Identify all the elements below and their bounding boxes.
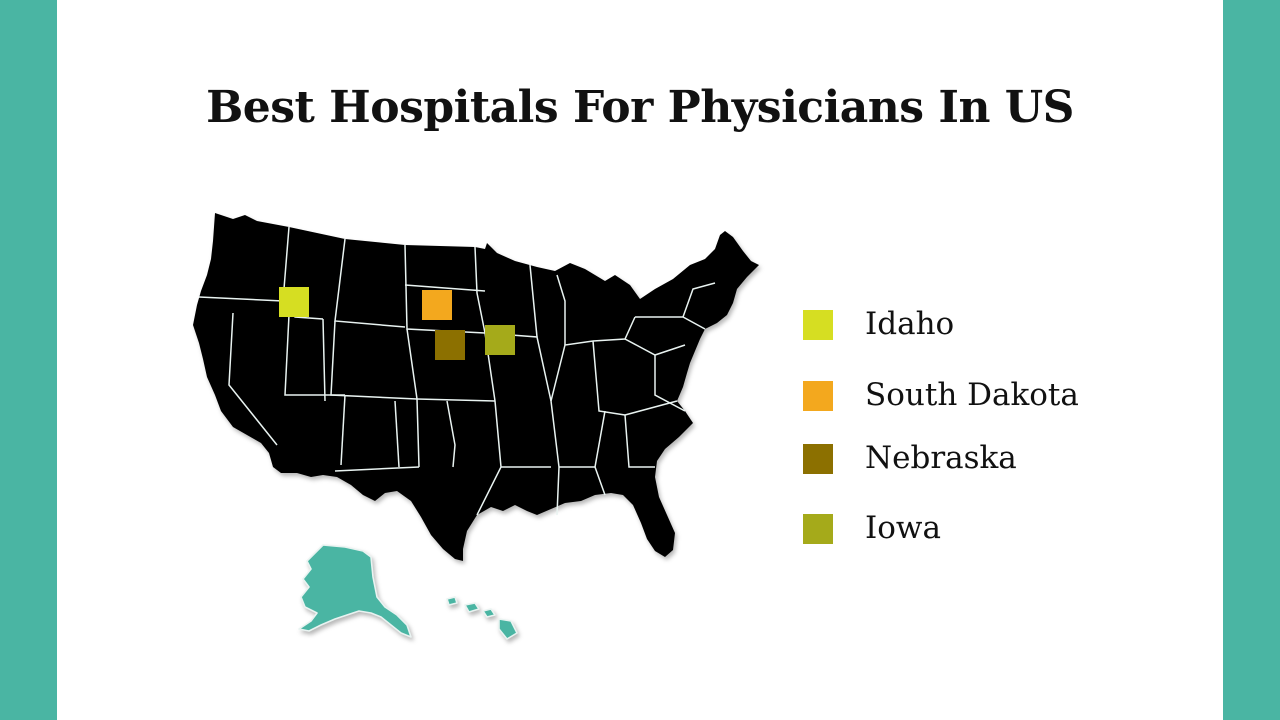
marker-idaho	[279, 287, 309, 317]
marker-iowa	[485, 325, 515, 355]
us-map	[185, 205, 775, 650]
legend-swatch	[803, 310, 833, 340]
legend-label: Nebraska	[865, 440, 1017, 476]
marker-south-dakota	[422, 290, 452, 320]
alaska-shape	[298, 544, 412, 638]
slide-title: Best Hospitals For Physicians In US	[206, 82, 1074, 133]
legend-swatch	[803, 444, 833, 474]
marker-nebraska	[435, 330, 465, 360]
legend-label: Idaho	[865, 306, 955, 342]
hawaii-shape-1	[446, 596, 458, 606]
legend: Idaho South Dakota Nebraska Iowa	[803, 300, 1203, 570]
legend-swatch	[803, 514, 833, 544]
hawaii-shape-4	[498, 618, 518, 640]
legend-item-nebraska: Nebraska	[803, 438, 1203, 478]
legend-item-idaho: Idaho	[803, 304, 1203, 344]
legend-item-south-dakota: South Dakota	[803, 375, 1203, 415]
legend-label: South Dakota	[865, 377, 1079, 413]
us-mainland-shape	[193, 213, 759, 561]
left-frame-bar	[0, 0, 57, 720]
right-frame-bar	[1223, 0, 1280, 720]
hawaii-shape-3	[482, 608, 496, 618]
hawaii-shape-2	[464, 602, 480, 613]
legend-label: Iowa	[865, 510, 941, 546]
legend-item-iowa: Iowa	[803, 508, 1203, 548]
legend-swatch	[803, 381, 833, 411]
